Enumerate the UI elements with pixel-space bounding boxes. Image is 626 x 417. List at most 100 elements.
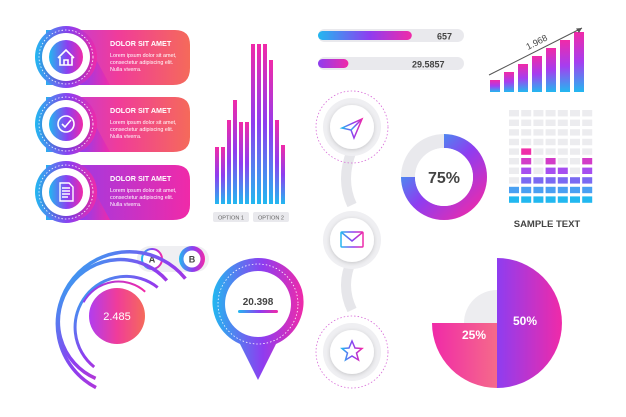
matrix-cell: [557, 138, 568, 146]
matrix-cell: [545, 138, 556, 146]
matrix-cell: [582, 177, 593, 184]
matrix-cell: [533, 186, 544, 194]
matrix-cell: [533, 119, 544, 126]
half-pie-left-label: 25%: [462, 328, 486, 342]
matrix-cell: [521, 196, 532, 203]
square-matrix: [509, 110, 593, 203]
matrix-cell: [509, 177, 519, 184]
matrix-cell: [545, 110, 556, 117]
matrix-cell: [545, 196, 556, 203]
matrix-cell: [521, 167, 532, 174]
option-1-label: OPTION 1: [218, 216, 244, 222]
banner-2-line-1: Lorem ipsum dolor sit amet,: [110, 120, 177, 126]
matrix-cell: [582, 167, 593, 174]
half-pie-chart: 25% 50%: [432, 258, 562, 388]
matrix-cell: [582, 186, 593, 194]
matrix-cell: [570, 196, 580, 203]
matrix-cell: [570, 186, 580, 194]
banner-2-line-2: consectetur adipiscing elit.: [110, 127, 173, 133]
vertical-bars: OPTION 1 OPTION 2: [213, 44, 289, 222]
matrix-cell: [557, 158, 568, 165]
banner-3-line-2: consectetur adipiscing elit.: [110, 195, 173, 201]
envelope-icon: [340, 231, 364, 248]
banner-2-line-3: Nulla viverra.: [110, 134, 141, 140]
paper-plane-icon: [339, 117, 364, 141]
location-pin: 20.398: [212, 257, 304, 380]
matrix-cell: [533, 167, 544, 174]
matrix-cell: [521, 119, 532, 126]
banner-3-line-1: Lorem ipsum dolor sit amet,: [110, 188, 177, 194]
banner-1-title: DOLOR SIT AMET: [110, 39, 172, 48]
matrix-cell: [521, 158, 532, 165]
sample-text: SAMPLE TEXT: [514, 219, 581, 230]
matrix-cell: [533, 129, 544, 136]
matrix-cell: [557, 177, 568, 184]
document-icon: [59, 182, 74, 202]
matrix-cell: [509, 129, 519, 136]
banner-1-line-2: consectetur adipiscing elit.: [110, 60, 173, 66]
matrix-cell: [557, 186, 568, 194]
matrix-cell: [521, 186, 532, 194]
banner-3-title: DOLOR SIT AMET: [110, 174, 172, 183]
matrix-cell: [509, 148, 519, 155]
banner-3: DOLOR SIT AMET Lorem ipsum dolor sit ame…: [35, 161, 190, 223]
matrix-cell: [582, 129, 593, 136]
option-a-label: A: [149, 255, 156, 265]
banner-1: DOLOR SIT AMET Lorem ipsum dolor sit ame…: [35, 26, 190, 88]
matrix-cell: [582, 110, 593, 117]
matrix-cell: [545, 119, 556, 126]
matrix-cell: [570, 177, 580, 184]
matrix-cell: [545, 186, 556, 194]
house-icon: [57, 48, 75, 66]
option-b-label: B: [189, 255, 196, 265]
progress-bar-2: 29.5857: [318, 57, 464, 70]
banner-1-line-1: Lorem ipsum dolor sit amet,: [110, 53, 177, 59]
matrix-cell: [509, 138, 519, 146]
donut-label: 75%: [428, 170, 460, 187]
banner-2: DOLOR SIT AMET Lorem ipsum dolor sit ame…: [35, 93, 190, 155]
progress-2-value: 29.5857: [412, 60, 445, 70]
banner-1-line-3: Nulla viverra.: [110, 67, 141, 73]
matrix-cell: [521, 177, 532, 184]
matrix-cell: [570, 138, 580, 146]
matrix-cell: [509, 167, 519, 174]
matrix-cell: [533, 138, 544, 146]
pin-value: 20.398: [243, 297, 274, 308]
matrix-cell: [557, 110, 568, 117]
matrix-cell: [545, 177, 556, 184]
donut-chart: 75%: [401, 134, 487, 220]
matrix-cell: [557, 119, 568, 126]
matrix-cell: [533, 158, 544, 165]
matrix-cell: [582, 138, 593, 146]
matrix-cell: [545, 167, 556, 174]
growth-value: 1.968: [524, 33, 549, 52]
matrix-cell: [570, 110, 580, 117]
half-pie-right-label: 50%: [513, 314, 537, 328]
matrix-cell: [509, 196, 519, 203]
progress-1-value: 657: [437, 32, 452, 42]
matrix-cell: [509, 110, 519, 117]
star-icon: [340, 339, 364, 362]
matrix-cell: [509, 186, 519, 194]
matrix-cell: [533, 148, 544, 155]
matrix-cell: [545, 148, 556, 155]
matrix-cell: [570, 129, 580, 136]
matrix-cell: [533, 196, 544, 203]
matrix-cell: [570, 167, 580, 174]
matrix-cell: [582, 158, 593, 165]
matrix-cell: [521, 138, 532, 146]
matrix-cell: [582, 196, 593, 203]
matrix-cell: [557, 148, 568, 155]
matrix-cell: [582, 148, 593, 155]
matrix-cell: [509, 158, 519, 165]
matrix-cell: [533, 177, 544, 184]
matrix-cell: [521, 110, 532, 117]
matrix-cell: [570, 119, 580, 126]
matrix-cell: [545, 158, 556, 165]
matrix-cell: [570, 148, 580, 155]
matrix-cell: [521, 148, 532, 155]
growth-chart: 1.968: [488, 27, 584, 92]
matrix-cell: [521, 129, 532, 136]
matrix-cell: [533, 110, 544, 117]
